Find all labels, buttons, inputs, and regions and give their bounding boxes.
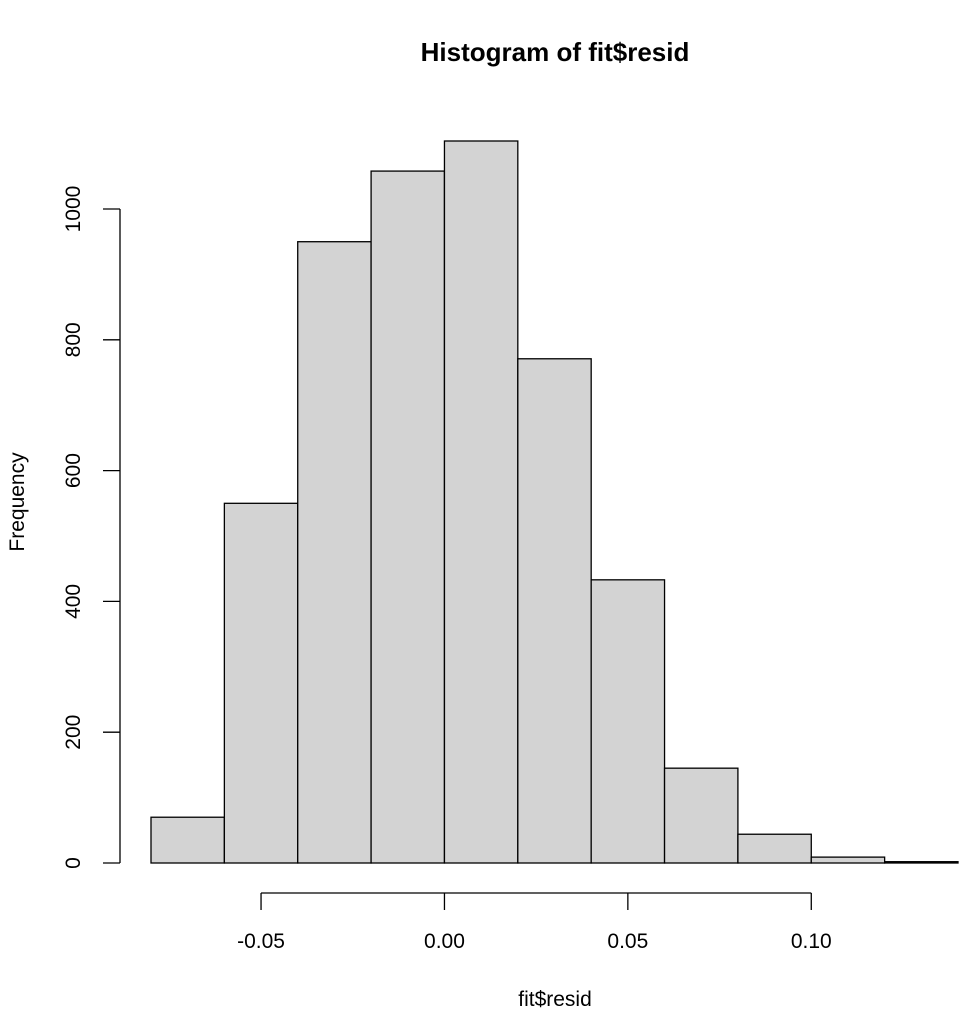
histogram-bar — [150, 816, 226, 864]
histogram-bar — [223, 502, 299, 864]
x-tick-label: 0.00 — [424, 930, 465, 953]
x-axis: -0.05 0.00 0.05 0.10 — [237, 892, 832, 953]
histogram-bar — [737, 833, 812, 864]
x-tick-label: -0.05 — [237, 930, 285, 953]
y-tick-label: 1000 — [62, 186, 85, 233]
histogram-bars — [150, 140, 959, 864]
histogram-bar — [443, 140, 519, 864]
histogram-bar — [590, 579, 666, 864]
y-tick-label: 800 — [62, 322, 85, 357]
histogram-bar — [370, 170, 446, 864]
histogram-bar — [297, 241, 372, 864]
histogram-bar — [517, 358, 592, 864]
y-tick-label: 200 — [62, 715, 85, 750]
y-tick-label: 400 — [62, 584, 85, 619]
x-tick-label: 0.10 — [791, 930, 832, 953]
histogram-bar — [883, 861, 959, 864]
y-axis-label: Frequency — [6, 452, 29, 552]
histogram-bar — [663, 767, 739, 864]
histogram-bar — [810, 856, 886, 864]
y-axis: 0 200 400 600 800 1000 — [62, 186, 121, 869]
x-axis-label: fit$resid — [518, 988, 592, 1011]
chart-title: Histogram of fit$resid — [421, 37, 690, 67]
y-tick-label: 0 — [62, 857, 85, 869]
y-tick-label: 600 — [62, 453, 85, 488]
x-tick-label: 0.05 — [607, 930, 648, 953]
